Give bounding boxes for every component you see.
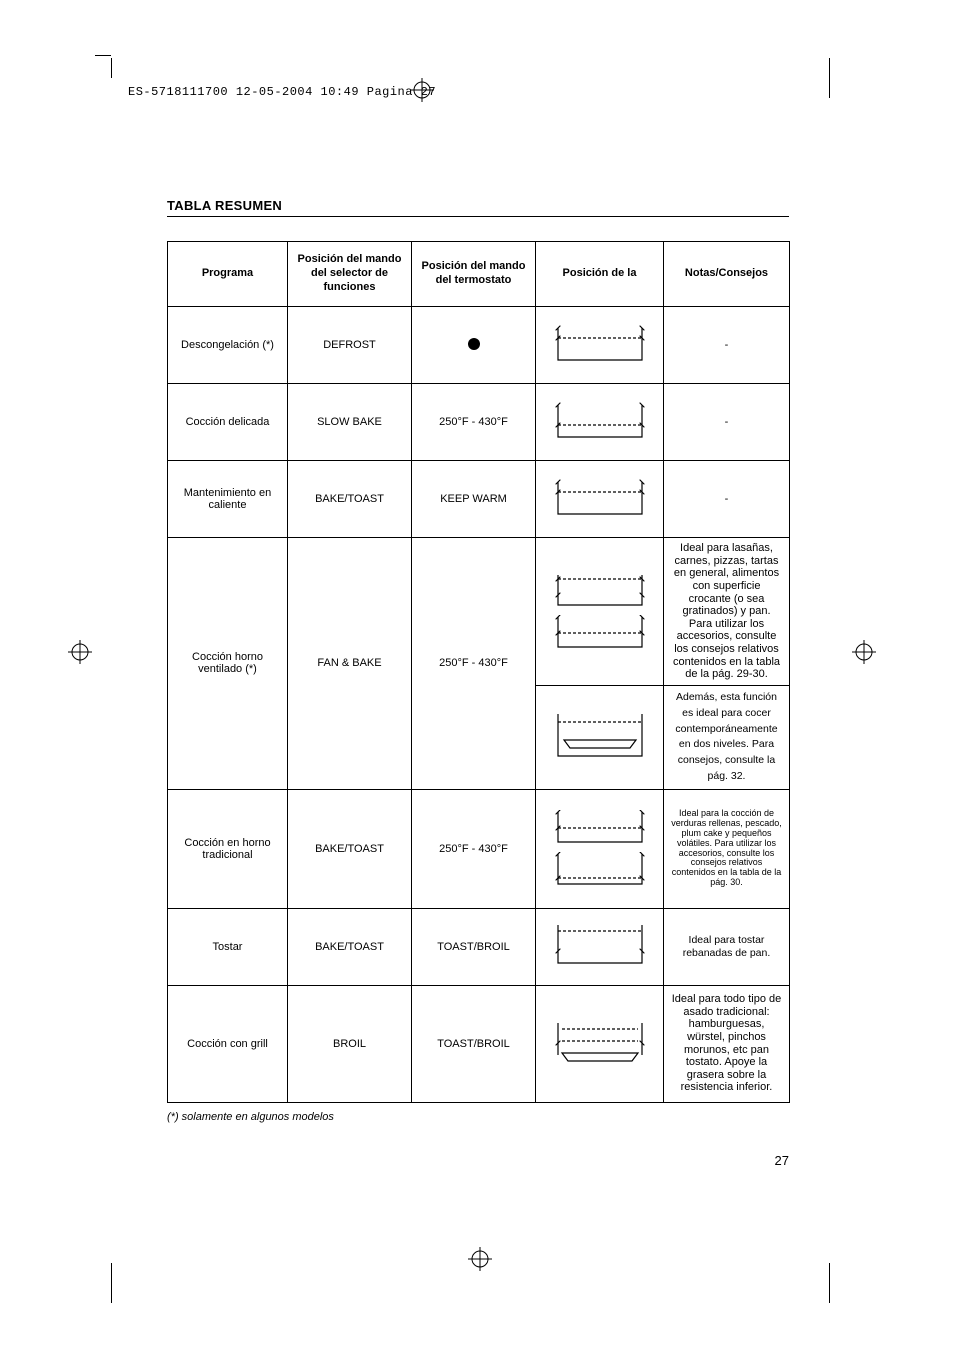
cell-program: Cocción en horno tradicional bbox=[168, 789, 288, 908]
cell-notes: - bbox=[664, 461, 790, 538]
registration-mark-icon bbox=[410, 78, 434, 102]
cell-thermostat: KEEP WARM bbox=[412, 461, 536, 538]
registration-mark-icon bbox=[468, 1247, 492, 1271]
section-title: TABLA RESUMEN bbox=[167, 198, 789, 217]
rack-icon bbox=[550, 923, 650, 967]
cell-selector: BAKE/TOAST bbox=[288, 908, 412, 985]
header-thermostat: Posición del mando del termostato bbox=[412, 242, 536, 307]
table-row: Cocción en horno tradicional BAKE/TOAST … bbox=[168, 789, 790, 908]
crop-mark bbox=[111, 58, 112, 78]
crop-mark bbox=[111, 1263, 112, 1303]
cell-notes: Ideal para lasañas, carnes, pizzas, tart… bbox=[664, 538, 790, 686]
table-row: Mantenimiento en caliente BAKE/TOAST KEE… bbox=[168, 461, 790, 538]
cell-selector: FAN & BAKE bbox=[288, 538, 412, 790]
cell-selector: BAKE/TOAST bbox=[288, 461, 412, 538]
cell-program: Cocción con grill bbox=[168, 985, 288, 1102]
cell-thermostat bbox=[412, 307, 536, 384]
registration-mark-icon bbox=[852, 640, 876, 664]
rack-drip-icon bbox=[550, 712, 650, 760]
cell-notes: Además, esta función es ideal para cocer… bbox=[664, 686, 790, 790]
footnote: (*) solamente en algunos modelos bbox=[167, 1111, 789, 1123]
cell-rack bbox=[536, 384, 664, 461]
table-row: Cocción horno ventilado (*) FAN & BAKE 2… bbox=[168, 538, 790, 686]
cell-notes: Ideal para todo tipo de asado tradiciona… bbox=[664, 985, 790, 1102]
rack-icon bbox=[550, 573, 650, 609]
table-row: Descongelación (*) DEFROST bbox=[168, 307, 790, 384]
rack-icon bbox=[550, 615, 650, 651]
cell-thermostat: TOAST/BROIL bbox=[412, 908, 536, 985]
header-selector: Posición del mando del selector de funci… bbox=[288, 242, 412, 307]
cell-notes: - bbox=[664, 384, 790, 461]
cell-rack bbox=[536, 538, 664, 686]
cell-thermostat: 250°F - 430°F bbox=[412, 538, 536, 790]
registration-mark-icon bbox=[68, 640, 92, 664]
rack-icon bbox=[550, 324, 650, 364]
cell-rack bbox=[536, 307, 664, 384]
cell-rack bbox=[536, 789, 664, 908]
rack-icon bbox=[550, 478, 650, 518]
crop-mark bbox=[829, 1263, 830, 1303]
cell-rack bbox=[536, 908, 664, 985]
page-number: 27 bbox=[775, 1153, 789, 1168]
crop-mark bbox=[829, 58, 830, 98]
cell-program: Descongelación (*) bbox=[168, 307, 288, 384]
cell-program: Mantenimiento en caliente bbox=[168, 461, 288, 538]
rack-drip-icon bbox=[550, 1017, 650, 1067]
print-meta-header: ES-5718111700 12-05-2004 10:49 Pagina 27 bbox=[128, 85, 436, 99]
cell-notes: Ideal para la cocción de verduras rellen… bbox=[664, 789, 790, 908]
header-rack-position: Posición de la bbox=[536, 242, 664, 307]
cell-selector: DEFROST bbox=[288, 307, 412, 384]
cell-notes: Ideal para tostar rebanadas de pan. bbox=[664, 908, 790, 985]
cell-rack bbox=[536, 686, 664, 790]
cell-program: Cocción horno ventilado (*) bbox=[168, 538, 288, 790]
rack-icon bbox=[550, 401, 650, 441]
table-row: Cocción con grill BROIL TOAST/BROIL bbox=[168, 985, 790, 1102]
cell-program: Cocción delicada bbox=[168, 384, 288, 461]
crop-mark bbox=[95, 55, 111, 56]
dot-icon bbox=[468, 338, 480, 350]
table-row: Cocción delicada SLOW BAKE 250°F - 430°F bbox=[168, 384, 790, 461]
summary-table: Programa Posición del mando del selector… bbox=[167, 241, 790, 1103]
cell-thermostat: 250°F - 430°F bbox=[412, 384, 536, 461]
rack-icon bbox=[550, 810, 650, 846]
header-notes: Notas/Consejos bbox=[664, 242, 790, 307]
cell-selector: BAKE/TOAST bbox=[288, 789, 412, 908]
cell-thermostat: TOAST/BROIL bbox=[412, 985, 536, 1102]
cell-notes: - bbox=[664, 307, 790, 384]
cell-program: Tostar bbox=[168, 908, 288, 985]
header-program: Programa bbox=[168, 242, 288, 307]
cell-rack bbox=[536, 461, 664, 538]
rack-icon bbox=[550, 852, 650, 888]
cell-thermostat: 250°F - 430°F bbox=[412, 789, 536, 908]
cell-rack bbox=[536, 985, 664, 1102]
table-row: Tostar BAKE/TOAST TOAST/BROIL Ideal para bbox=[168, 908, 790, 985]
cell-selector: SLOW BAKE bbox=[288, 384, 412, 461]
cell-selector: BROIL bbox=[288, 985, 412, 1102]
table-header-row: Programa Posición del mando del selector… bbox=[168, 242, 790, 307]
